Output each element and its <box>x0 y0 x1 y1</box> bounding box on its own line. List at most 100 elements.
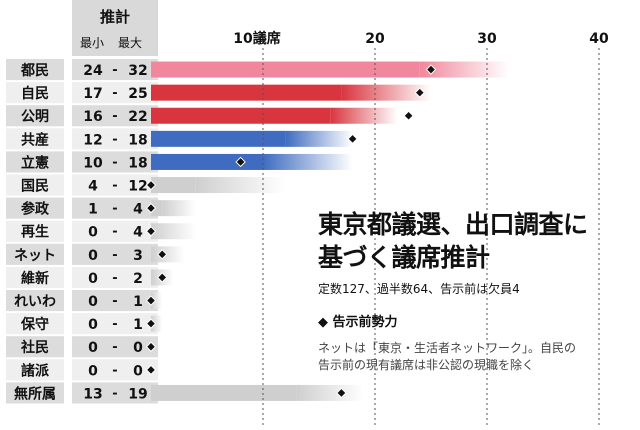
range-label-bg <box>72 382 158 404</box>
range-label-bg <box>72 266 158 288</box>
range-label-bg <box>72 174 158 196</box>
estimate-header: 推計 最小 最大 <box>72 0 158 56</box>
party-name: 立憲 <box>21 154 49 171</box>
max-seat-label: 4 <box>133 202 143 218</box>
pre-election-marker <box>414 87 426 98</box>
min-column-label: 最小 <box>80 36 105 50</box>
range-separator: - <box>112 109 117 124</box>
max-seat-range-bar <box>263 153 353 170</box>
min-seat-label: 16 <box>83 109 102 125</box>
chart-subtitle: 定数127、過半数64、告示前は欠員4 <box>318 282 520 296</box>
footnote-line2: 告示前の現有議席は非公認の現職を除く <box>318 358 535 372</box>
range-separator: - <box>112 86 117 101</box>
pre-election-marker <box>156 272 168 283</box>
party-name: れいわ <box>14 294 56 310</box>
range-label-bg <box>72 359 158 381</box>
max-seat-range-bar <box>341 84 431 101</box>
party-label-bg <box>6 59 64 81</box>
max-seat-range-bar <box>296 384 364 401</box>
range-label-bg <box>72 220 158 242</box>
max-seat-label: 0 <box>133 340 143 356</box>
range-separator: - <box>112 248 117 263</box>
min-seat-label: 17 <box>83 86 102 102</box>
range-separator: - <box>112 294 117 309</box>
pre-election-marker <box>403 110 414 121</box>
pre-election-marker <box>156 249 168 260</box>
max-seat-range-bar <box>151 223 196 240</box>
min-seat-label: 0 <box>88 317 98 333</box>
range-separator: - <box>112 271 117 286</box>
max-seat-range-bar <box>330 107 398 124</box>
max-seat-label: 25 <box>128 86 147 102</box>
party-label-bg <box>6 105 64 127</box>
party-label-bg <box>6 382 64 404</box>
pre-election-marker <box>347 133 358 145</box>
party-label-bg <box>6 82 64 104</box>
party-name: 参政 <box>21 201 50 218</box>
max-seat-range-bar <box>151 315 163 332</box>
pre-election-marker <box>145 179 157 191</box>
min-seat-label: 13 <box>83 386 102 402</box>
min-seat-label: 12 <box>83 132 102 148</box>
party-label-bg <box>6 336 64 358</box>
x-tick-label: 20 <box>365 31 385 47</box>
min-seat-bar <box>151 107 331 124</box>
range-separator: - <box>112 363 117 378</box>
pre-election-marker <box>336 387 347 399</box>
range-separator: - <box>112 132 117 147</box>
party-label-bg <box>6 266 64 288</box>
range-separator: - <box>112 317 117 332</box>
max-seat-label: 2 <box>133 271 143 287</box>
legend-label: 告示前勢力 <box>332 315 398 330</box>
legend-diamond-marker: ◆ <box>318 315 328 330</box>
max-column-label: 最大 <box>118 36 143 50</box>
info-panel: 東京都議選、出口調査に 基づく議席推計 定数127、過半数64、告示前は欠員4 … <box>318 208 638 374</box>
pre-election-marker <box>145 318 157 329</box>
pre-election-marker <box>425 64 437 75</box>
min-seat-label: 0 <box>88 363 98 379</box>
x-tick-label: 40 <box>589 31 609 47</box>
min-seat-bar <box>151 61 420 78</box>
pre-election-marker <box>145 202 157 214</box>
min-seat-label: 0 <box>88 294 98 310</box>
range-label-bg <box>72 243 158 265</box>
min-seat-label: 0 <box>88 271 98 287</box>
chart-title-line2: 基づく議席推計 <box>318 243 490 272</box>
party-name: 共産 <box>21 131 49 148</box>
min-seat-label: 0 <box>88 248 98 264</box>
min-seat-bar <box>151 200 163 217</box>
range-separator: - <box>112 225 117 240</box>
party-name: 維新 <box>21 270 49 287</box>
chart-title-line1: 東京都議選、出口調査に <box>318 210 588 239</box>
range-label-bg <box>72 128 158 150</box>
range-label-bg <box>72 197 158 219</box>
x-tick-label: 30 <box>477 31 497 47</box>
party-label-bg <box>6 220 64 242</box>
pre-election-marker <box>145 226 157 237</box>
party-name: 無所属 <box>14 385 56 402</box>
party-label-bg <box>6 174 64 196</box>
range-label-bg <box>72 82 158 104</box>
legend: ◆ 告示前勢力 <box>318 311 638 330</box>
range-separator: - <box>112 202 117 217</box>
range-label-bg <box>72 290 158 312</box>
party-name: 国民 <box>21 179 49 195</box>
max-seat-range-bar <box>195 177 286 194</box>
max-seat-range-bar <box>151 246 185 263</box>
party-label-bg <box>6 243 64 265</box>
range-separator: - <box>112 63 117 78</box>
max-seat-label: 22 <box>128 109 147 125</box>
min-seat-bar <box>151 84 342 101</box>
max-seat-label: 3 <box>133 248 143 264</box>
party-name: 保守 <box>20 316 49 333</box>
range-separator: - <box>112 386 117 401</box>
party-name: 自民 <box>21 85 49 102</box>
min-seat-label: 4 <box>88 179 98 195</box>
min-seat-bar <box>151 130 286 147</box>
range-label-bg <box>72 105 158 127</box>
min-seat-label: 0 <box>88 225 98 241</box>
pre-election-marker <box>145 295 157 306</box>
range-label-bg <box>72 59 158 81</box>
min-seat-label: 0 <box>88 340 98 356</box>
